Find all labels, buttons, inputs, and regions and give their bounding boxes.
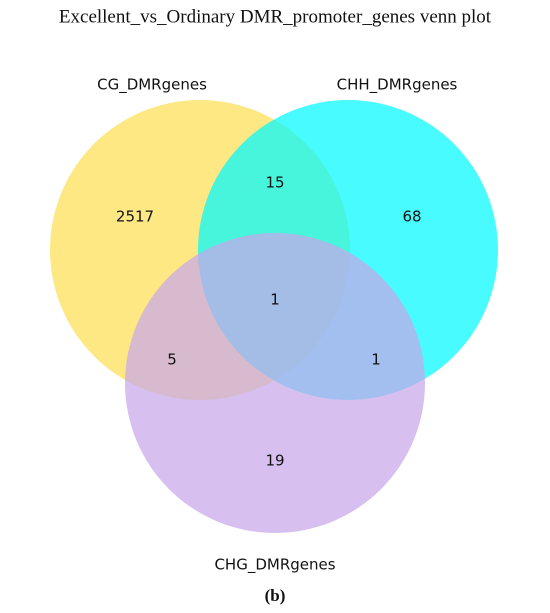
region-count: 2517 xyxy=(116,208,154,226)
set-circle xyxy=(125,233,425,533)
set-label: CHG_DMRgenes xyxy=(214,556,335,575)
chart-title: Excellent_vs_Ordinary DMR_promoter_genes… xyxy=(59,6,492,27)
region-count: 19 xyxy=(265,452,284,470)
region-count: 1 xyxy=(371,351,381,369)
region-count: 1 xyxy=(270,291,280,309)
region-count: 15 xyxy=(265,174,284,192)
set-label: CG_DMRgenes xyxy=(97,76,207,95)
caption: (b) xyxy=(265,586,286,605)
region-count: 5 xyxy=(167,351,177,369)
set-label: CHH_DMRgenes xyxy=(337,76,458,95)
region-count: 68 xyxy=(402,208,421,226)
